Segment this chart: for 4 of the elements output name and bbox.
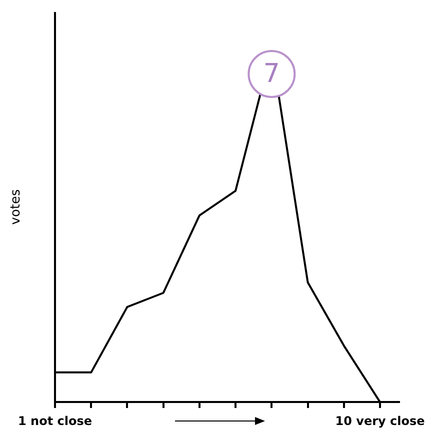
- x-tick-label: 1 not close: [18, 414, 92, 428]
- y-axis-title: votes: [8, 189, 24, 225]
- x-tick-label: 10 very close: [335, 414, 425, 428]
- annotation: 7: [263, 58, 280, 89]
